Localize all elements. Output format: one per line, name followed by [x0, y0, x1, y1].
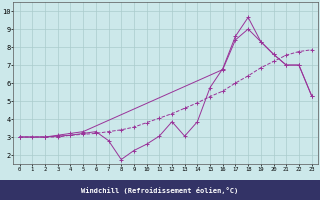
Text: Windchill (Refroidissement éolien,°C): Windchill (Refroidissement éolien,°C): [81, 186, 239, 194]
